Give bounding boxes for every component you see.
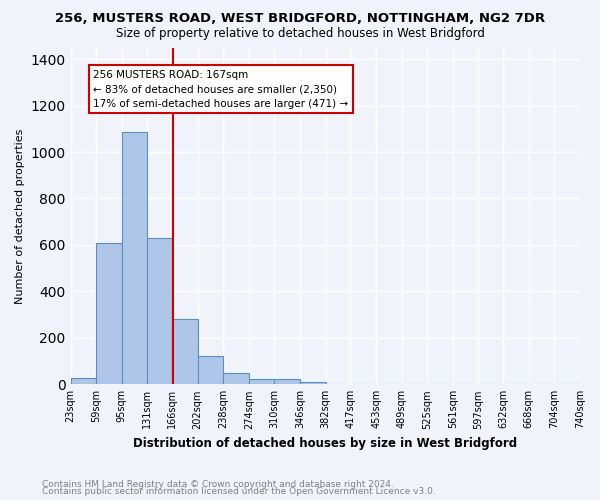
Bar xyxy=(71,378,96,384)
Bar xyxy=(96,242,122,384)
Y-axis label: Number of detached properties: Number of detached properties xyxy=(15,128,25,304)
Text: Contains public sector information licensed under the Open Government Licence v3: Contains public sector information licen… xyxy=(42,487,436,496)
Bar xyxy=(274,379,300,384)
Bar xyxy=(300,382,326,384)
Bar xyxy=(172,320,198,384)
X-axis label: Distribution of detached houses by size in West Bridgford: Distribution of detached houses by size … xyxy=(133,437,517,450)
Bar xyxy=(122,132,147,384)
Text: Contains HM Land Registry data © Crown copyright and database right 2024.: Contains HM Land Registry data © Crown c… xyxy=(42,480,394,489)
Text: 256, MUSTERS ROAD, WEST BRIDGFORD, NOTTINGHAM, NG2 7DR: 256, MUSTERS ROAD, WEST BRIDGFORD, NOTTI… xyxy=(55,12,545,26)
Bar xyxy=(198,356,223,384)
Text: 256 MUSTERS ROAD: 167sqm
← 83% of detached houses are smaller (2,350)
17% of sem: 256 MUSTERS ROAD: 167sqm ← 83% of detach… xyxy=(93,70,349,109)
Bar xyxy=(147,238,172,384)
Bar xyxy=(223,373,249,384)
Bar xyxy=(249,379,274,384)
Text: Size of property relative to detached houses in West Bridgford: Size of property relative to detached ho… xyxy=(116,28,484,40)
